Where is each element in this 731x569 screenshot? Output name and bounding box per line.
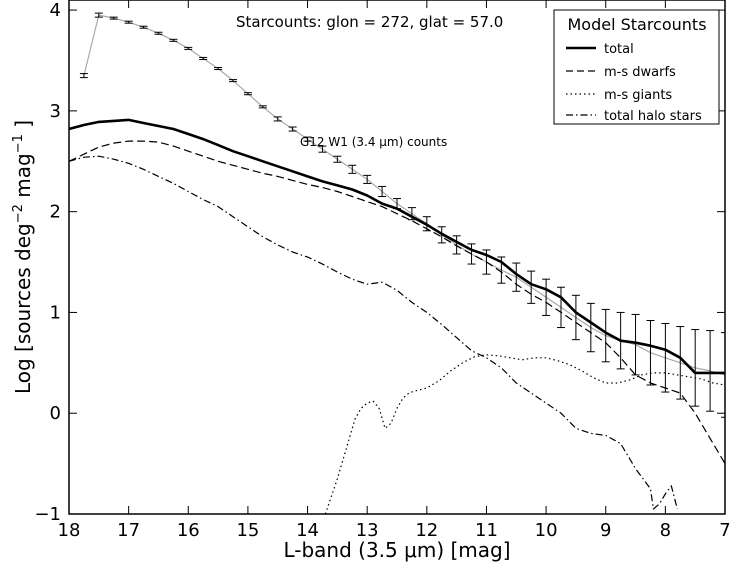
error-bar	[318, 145, 327, 153]
series-line-m-s-dwarfs	[69, 140, 725, 464]
legend-box	[553, 9, 720, 125]
x-tick-label: 13	[356, 520, 379, 541]
x-tick-label: 17	[117, 520, 140, 541]
x-axis-label: L-band (3.5 μm) [mag]	[283, 538, 510, 562]
error-bar	[94, 12, 103, 18]
x-tick-label: 7	[719, 520, 730, 541]
error-bar	[557, 286, 565, 329]
legend-label-total: total	[604, 42, 634, 57]
error-bar	[721, 332, 725, 418]
legend-label-halo: total halo stars	[604, 109, 702, 124]
legend-label-dwarfs: m-s dwarfs	[604, 65, 676, 80]
error-bar	[214, 67, 223, 71]
error-bar	[378, 185, 387, 198]
error-bar	[199, 56, 208, 60]
x-tick-label: 15	[236, 520, 259, 541]
x-tick-label: 10	[535, 520, 558, 541]
error-bar	[661, 323, 670, 393]
error-bar	[363, 174, 372, 184]
y-axis-label: Log [sources deg−2 mag−1 ]	[11, 120, 35, 394]
y-tick-label: 2	[50, 202, 61, 223]
annotation-g12-counts: G12 W1 (3.4 μm) counts	[300, 135, 447, 149]
error-bar	[184, 46, 193, 50]
error-bar	[646, 319, 655, 386]
error-bar	[601, 308, 610, 363]
x-tick-label: 12	[415, 520, 438, 541]
error-bar	[79, 73, 88, 79]
x-tick-label: 11	[475, 520, 498, 541]
error-bar	[527, 270, 536, 304]
error-bar	[676, 326, 685, 400]
error-bar	[706, 330, 715, 412]
y-tick-label: 0	[50, 403, 61, 424]
error-bar	[512, 262, 521, 292]
legend-label-giants: m-s giants	[604, 88, 672, 103]
legend-title: Model Starcounts	[567, 15, 706, 34]
error-bar	[691, 329, 700, 407]
error-bar	[139, 25, 148, 29]
error-bar	[333, 155, 342, 163]
y-tick-label: −1	[34, 504, 61, 525]
error-bar	[229, 79, 237, 83]
error-bar	[571, 294, 580, 341]
error-bar	[169, 38, 178, 42]
x-tick-label: 8	[660, 520, 671, 541]
error-bar	[288, 126, 297, 132]
error-bar	[348, 164, 357, 174]
series-line-total-halo-stars	[69, 155, 678, 510]
x-tick-label: 18	[58, 520, 81, 541]
error-bar	[303, 136, 312, 142]
error-bar	[631, 313, 640, 376]
x-tick-label: 14	[296, 520, 319, 541]
error-bar	[452, 235, 461, 255]
x-tick-label: 9	[600, 520, 611, 541]
y-tick-label: 4	[50, 0, 61, 21]
error-bar	[542, 278, 551, 316]
series-layer	[69, 12, 725, 514]
error-bar	[586, 302, 595, 353]
y-tick-label: 1	[50, 302, 61, 323]
plot-frame	[68, 0, 726, 515]
x-tick-label: 16	[177, 520, 200, 541]
error-bar	[124, 20, 133, 24]
error-bar	[273, 116, 282, 122]
error-bar	[258, 105, 267, 109]
legend: Model Starcounts total m-s dwarfs m-s gi…	[553, 9, 720, 125]
error-bar	[154, 31, 163, 35]
series-line-total	[69, 118, 725, 375]
series-line-m-s-giants	[324, 354, 725, 514]
error-bar	[243, 92, 252, 96]
error-bar	[109, 16, 118, 20]
annotation-starcounts: Starcounts: glon = 272, glat = 57.0	[236, 13, 503, 31]
y-tick-label: 3	[50, 101, 61, 122]
